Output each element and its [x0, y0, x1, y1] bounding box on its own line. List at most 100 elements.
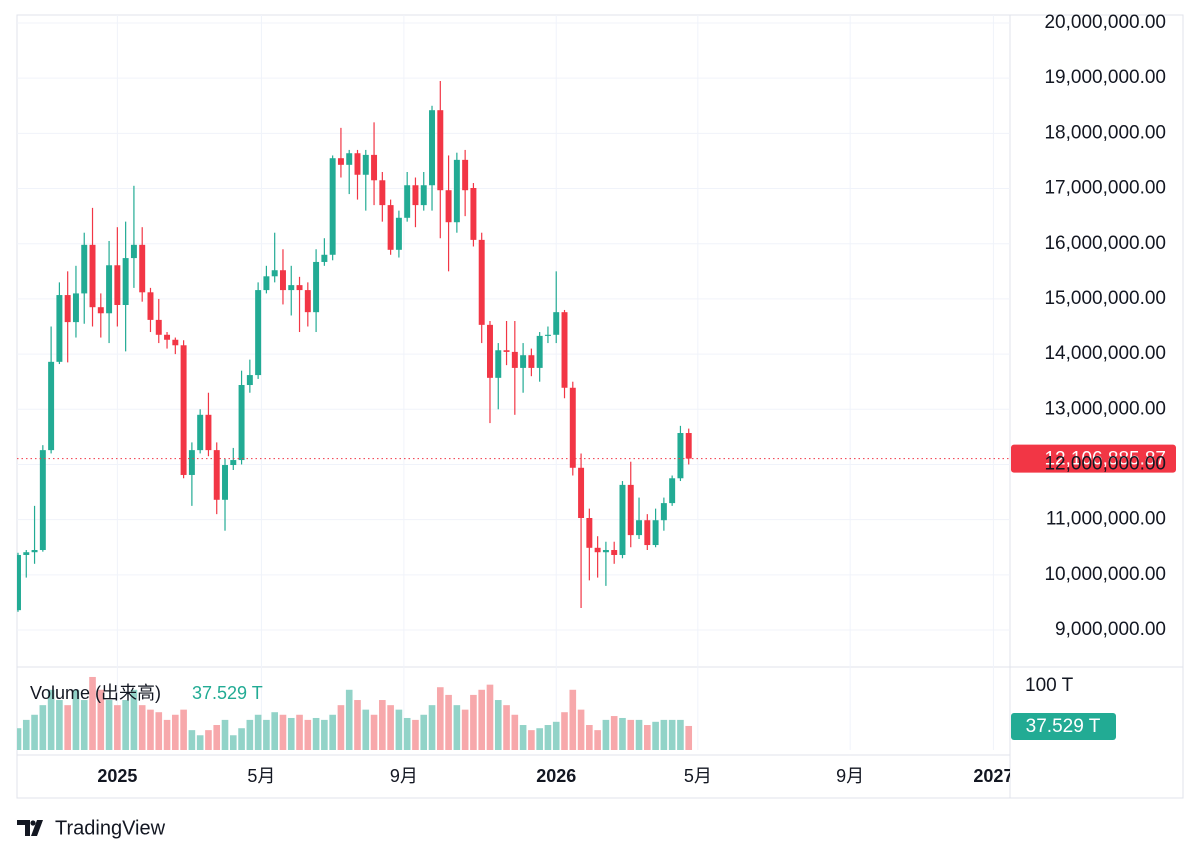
candle-body [106, 265, 113, 314]
candle-body [528, 355, 535, 368]
candle-body [56, 295, 63, 362]
x-tick-label: 5月 [247, 766, 275, 786]
volume-bar [122, 700, 129, 750]
volume-bar [229, 735, 237, 750]
candles [17, 80, 692, 612]
candle-body [371, 154, 378, 181]
volume-bar [569, 689, 577, 750]
volume-bar [56, 700, 63, 750]
candle-body [164, 334, 171, 340]
volume-bar [345, 689, 353, 750]
y-tick-label: 11,000,000.00 [1046, 509, 1166, 530]
volume-bar [511, 714, 519, 750]
volume-bar [660, 719, 668, 750]
candle-body [495, 350, 502, 378]
volume-bar [370, 714, 378, 750]
candle-body [89, 244, 96, 308]
candle-body [660, 503, 667, 521]
volume-bar [304, 719, 312, 750]
candle-body [321, 254, 328, 262]
volume-bar [180, 709, 187, 750]
candle-body [172, 339, 179, 346]
candle-body [536, 335, 543, 368]
candle-body [478, 239, 485, 325]
candle-body [503, 350, 510, 352]
volume-bar [163, 719, 171, 750]
candle-body [429, 110, 436, 186]
candle-body [652, 520, 659, 546]
volume-bar [652, 721, 659, 750]
volume-bar [296, 714, 303, 750]
candle-body [644, 520, 651, 546]
candle-body [404, 185, 411, 218]
brand-icon [17, 820, 43, 836]
candle-body [395, 217, 402, 250]
volume-bar [287, 717, 295, 750]
volume-bar [147, 709, 154, 750]
candle-body [114, 265, 121, 305]
candle-body [23, 552, 30, 555]
candle-body [17, 554, 21, 611]
candle-body [379, 180, 386, 206]
candle-body [602, 550, 609, 553]
volume-bars [17, 676, 693, 750]
volume-bar [188, 730, 196, 750]
volume-bar [387, 705, 394, 750]
candle-body [561, 312, 568, 388]
volume-bar [17, 728, 22, 750]
candle-body [412, 185, 419, 206]
candle-body [511, 351, 518, 368]
candle-body [453, 159, 460, 223]
volume-bar [528, 730, 535, 750]
volume-bar [321, 719, 328, 750]
candle-body [222, 465, 228, 500]
volume-bar [503, 705, 510, 750]
candle-body [627, 484, 634, 536]
candle-body [263, 276, 270, 291]
volume-bar [428, 705, 436, 750]
volume-bar [470, 694, 477, 750]
candle-body [569, 387, 576, 468]
volume-legend-value: 37.529 T [192, 683, 263, 703]
volume-bar [453, 705, 461, 750]
volume-bar [221, 719, 229, 750]
candle-body [39, 450, 46, 551]
candle-body [271, 270, 278, 277]
volume-bar [105, 700, 113, 750]
volume-bar [602, 719, 610, 750]
y-tick-label: 13,000,000.00 [1044, 398, 1166, 419]
x-tick-label: 2025 [97, 766, 137, 786]
volume-bar [213, 725, 221, 750]
volume-bar [412, 719, 419, 750]
volume-bar [395, 709, 403, 750]
volume-bar [97, 689, 105, 750]
grid [17, 15, 1010, 750]
candle-body [487, 324, 493, 378]
volume-bar [263, 719, 270, 750]
y-tick-label: 10,000,000.00 [1044, 564, 1166, 585]
x-tick-label: 5月 [684, 766, 712, 786]
volume-bar [80, 700, 88, 750]
volume-bar [436, 687, 444, 750]
volume-bar [635, 719, 643, 750]
brand-logo: TradingView [17, 817, 166, 839]
volume-bar [668, 719, 676, 750]
candle-body [387, 205, 394, 250]
candle-body [255, 290, 262, 376]
candle-body [48, 361, 55, 451]
candle-body [437, 110, 444, 191]
candle-body [31, 550, 38, 553]
volume-bar [552, 721, 560, 750]
candle-body [362, 154, 369, 175]
candle-body [64, 295, 71, 323]
volume-bar [155, 712, 163, 750]
volume-bar [47, 689, 55, 750]
candle-body [238, 385, 245, 461]
time-axis: 2025 5月 9月 2026 5月 9月 2027 [97, 766, 1010, 786]
x-tick-label: 9月 [390, 766, 418, 786]
candle-body [180, 345, 187, 475]
candle-body [337, 158, 344, 165]
volume-tick-label: 100 T [1025, 675, 1074, 696]
candle-body [130, 244, 137, 259]
candle-body [246, 375, 253, 386]
